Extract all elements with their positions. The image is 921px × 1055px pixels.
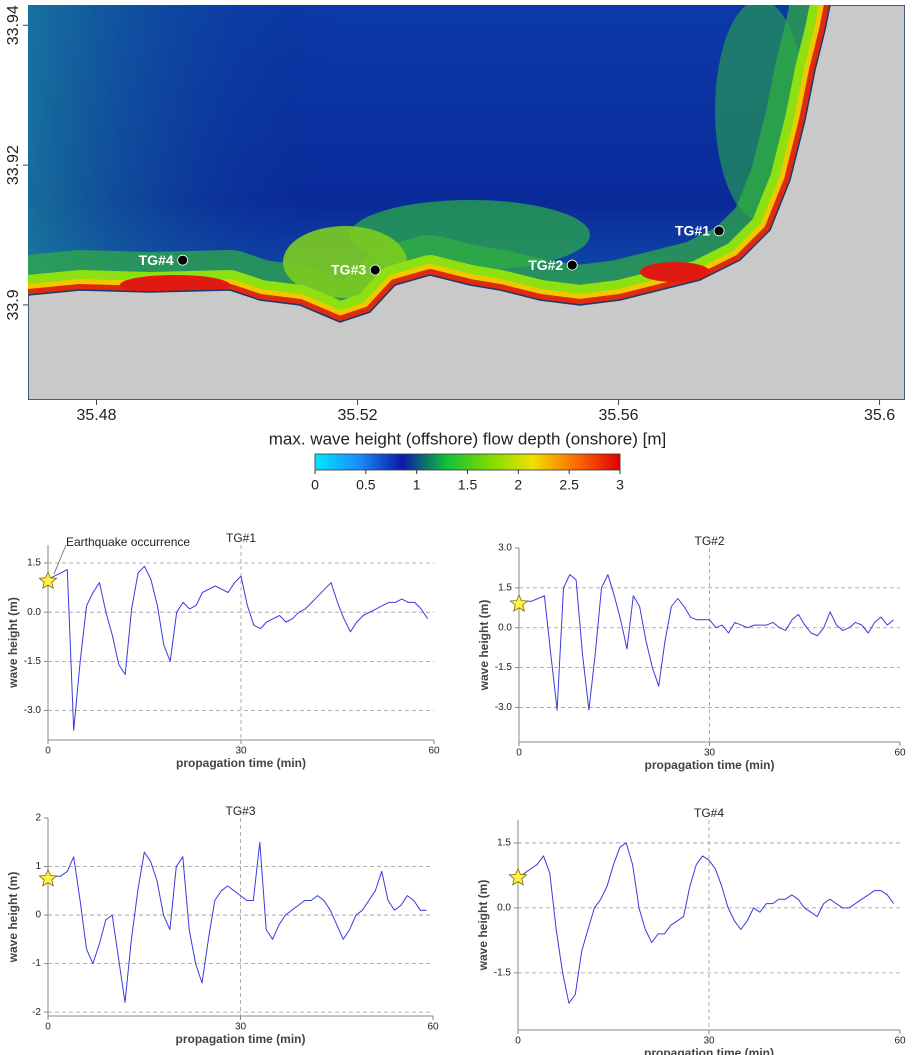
x-axis-title: propagation time (min) bbox=[645, 758, 775, 772]
inundation-zone bbox=[640, 262, 710, 282]
page: 35.48 35.52 35.56 35.6 33.9 33.92 33.94 TG#1 TG#… bbox=[0, 0, 921, 1055]
x-tick-label: 30 bbox=[235, 1022, 247, 1033]
y-tick-label: -1.5 bbox=[495, 662, 513, 673]
chart-title: TG#4 bbox=[694, 806, 724, 820]
y-tick-label: 0 bbox=[35, 910, 41, 921]
x-tick-label: 0 bbox=[45, 1022, 51, 1033]
colorbar-tick-label: 0.5 bbox=[356, 477, 376, 493]
gauge-label: TG#4 bbox=[139, 252, 174, 268]
colorbar-title: max. wave height (offshore) flow depth (… bbox=[269, 429, 666, 448]
y-axis-title: wave height (m) bbox=[6, 872, 20, 964]
y-tick-label: 2 bbox=[35, 813, 41, 824]
gauge-point bbox=[714, 226, 724, 236]
x-tick-label: 0 bbox=[45, 746, 51, 757]
x-tick-label: 60 bbox=[428, 746, 440, 757]
y-axis-title: wave height (m) bbox=[6, 597, 20, 689]
colorbar-tick-label: 2 bbox=[514, 477, 522, 493]
colorbar-tick-label: 0 bbox=[311, 477, 319, 493]
y-tick-label: 33.94 bbox=[5, 5, 22, 45]
chart-title: TG#3 bbox=[225, 804, 255, 818]
y-tick-label: 0.0 bbox=[27, 607, 41, 618]
map-background bbox=[28, 0, 905, 400]
x-tick-label: 0 bbox=[515, 1036, 521, 1047]
x-axis-title: propagation time (min) bbox=[176, 1032, 306, 1046]
x-tick-label: 35.6 bbox=[864, 407, 895, 424]
x-tick-label: 30 bbox=[704, 748, 716, 759]
chart-title: TG#2 bbox=[694, 534, 724, 548]
annotation-leader bbox=[54, 545, 66, 574]
x-tick-label: 30 bbox=[235, 746, 247, 757]
y-tick-label: 1 bbox=[35, 861, 41, 872]
y-tick-label: -3.0 bbox=[24, 705, 42, 716]
colorbar-tick-label: 3 bbox=[616, 477, 624, 493]
x-tick-label: 60 bbox=[894, 748, 906, 759]
y-tick-label: -1 bbox=[32, 958, 41, 969]
series-line bbox=[48, 566, 428, 730]
x-tick-label: 60 bbox=[427, 1022, 439, 1033]
gauge-label: TG#3 bbox=[331, 262, 366, 278]
y-tick-label: 1.5 bbox=[498, 583, 512, 594]
colorbar-tick-label: 1 bbox=[413, 477, 421, 493]
series-line bbox=[518, 843, 894, 1003]
gauge-point bbox=[178, 255, 188, 265]
y-tick-label: 0.0 bbox=[498, 622, 512, 633]
figure: 35.48 35.52 35.56 35.6 33.9 33.92 33.94 TG#1 TG#… bbox=[0, 0, 921, 1055]
colorbar-tick-label: 1.5 bbox=[458, 477, 478, 493]
gauge-label: TG#2 bbox=[528, 257, 563, 273]
y-tick-label: -2 bbox=[32, 1007, 41, 1018]
gauge-label: TG#1 bbox=[675, 223, 710, 239]
y-tick-label: -1.5 bbox=[24, 656, 42, 667]
y-tick-label: 1.5 bbox=[27, 558, 41, 569]
colorbar bbox=[315, 454, 620, 470]
annotation: Earthquake occurrence bbox=[66, 535, 190, 549]
x-tick-label: 0 bbox=[516, 748, 522, 759]
y-tick-label: -1.5 bbox=[494, 967, 512, 978]
y-tick-label: 1.5 bbox=[497, 838, 511, 849]
x-axis-title: propagation time (min) bbox=[644, 1046, 774, 1055]
y-tick-label: 33.9 bbox=[5, 289, 22, 320]
y-tick-label: 0.0 bbox=[497, 903, 511, 914]
x-tick-label: 30 bbox=[703, 1036, 715, 1047]
x-tick-label: 35.52 bbox=[338, 407, 378, 424]
colorbar-tick-label: 2.5 bbox=[559, 477, 579, 493]
x-axis-title: propagation time (min) bbox=[176, 756, 306, 770]
y-tick-label: -3.0 bbox=[495, 702, 513, 713]
y-tick-label: 3.0 bbox=[498, 543, 512, 554]
x-tick-label: 35.48 bbox=[76, 407, 116, 424]
y-axis-title: wave height (m) bbox=[476, 880, 490, 972]
gauge-point bbox=[567, 260, 577, 270]
x-tick-label: 35.56 bbox=[599, 407, 639, 424]
y-axis-title: wave height (m) bbox=[477, 600, 491, 692]
series-line bbox=[519, 575, 894, 711]
gauge-point bbox=[370, 265, 380, 275]
y-tick-label: 33.92 bbox=[5, 145, 22, 185]
x-tick-label: 60 bbox=[894, 1036, 906, 1047]
chart-title: TG#1 bbox=[226, 531, 256, 545]
